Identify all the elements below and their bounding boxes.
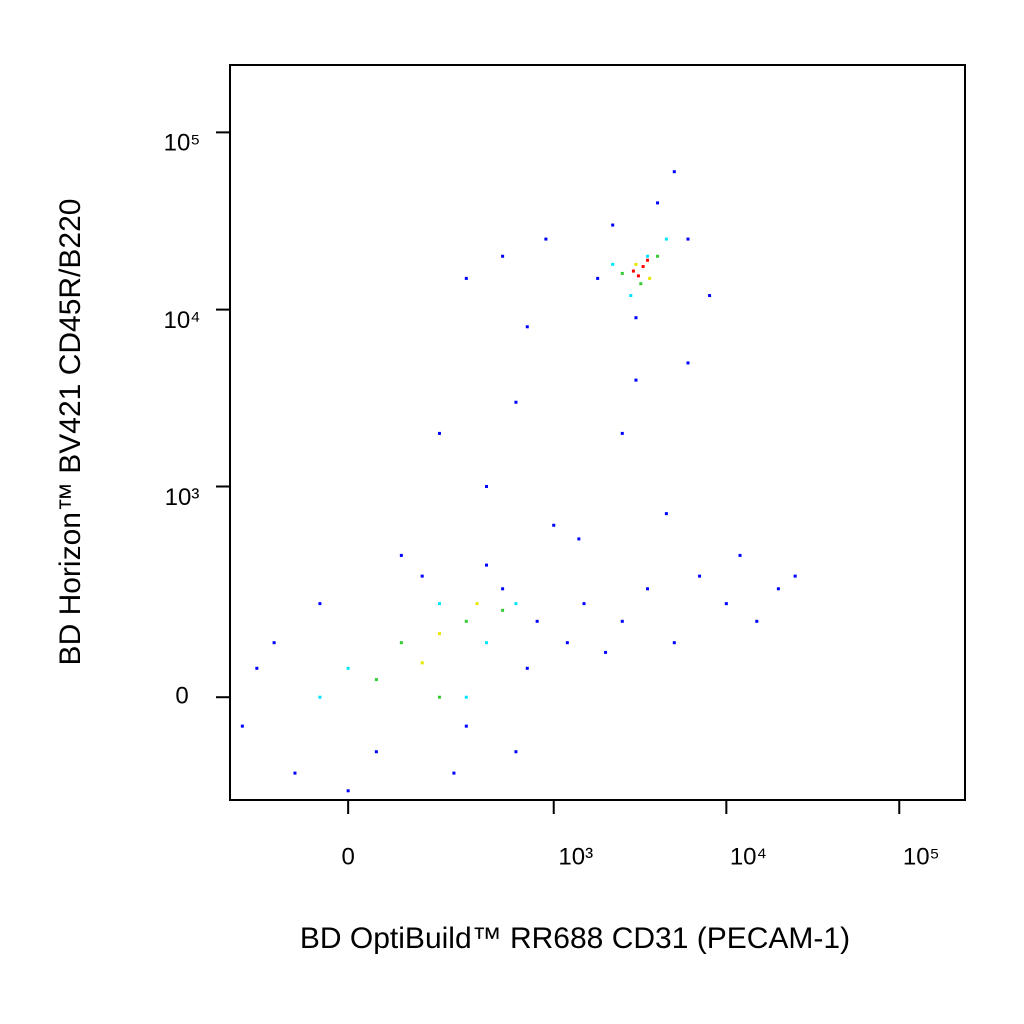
data-point: [738, 553, 742, 557]
data-point: [272, 641, 276, 645]
data-point: [631, 269, 635, 273]
data-point: [437, 431, 441, 435]
y-tick-label: 10⁵: [164, 130, 201, 157]
data-point: [464, 695, 468, 699]
data-point: [485, 563, 489, 567]
data-point: [525, 666, 529, 670]
y-tick-label: 10³: [165, 484, 200, 511]
data-point: [293, 771, 297, 775]
data-point: [634, 378, 638, 382]
data-point: [604, 650, 608, 654]
data-point: [656, 254, 660, 258]
data-point: [596, 276, 600, 280]
data-point: [437, 602, 441, 606]
data-point: [514, 400, 518, 404]
data-point: [755, 619, 759, 623]
data-point: [776, 587, 780, 591]
data-point: [708, 294, 712, 298]
data-point: [318, 602, 322, 606]
data-point: [664, 237, 668, 241]
data-point: [724, 602, 728, 606]
data-point: [501, 587, 505, 591]
data-point: [485, 485, 489, 489]
y-axis-title: BD Horizon™ BV421 CD45R/B220: [54, 199, 87, 666]
data-point: [514, 750, 518, 754]
data-point: [698, 574, 702, 578]
data-point: [646, 254, 650, 258]
data-point: [544, 237, 548, 241]
data-point: [686, 361, 690, 365]
data-point: [464, 724, 468, 728]
x-tick-label: 10⁴: [730, 843, 767, 870]
data-point: [793, 574, 797, 578]
data-point: [255, 666, 259, 670]
data-point: [437, 695, 441, 699]
data-point: [399, 641, 403, 645]
data-point: [514, 602, 518, 606]
data-point: [374, 678, 378, 682]
data-point: [501, 608, 505, 612]
x-tick-label: 0: [341, 843, 354, 870]
data-point: [452, 771, 456, 775]
data-point: [656, 201, 660, 205]
data-point: [672, 641, 676, 645]
data-point: [636, 274, 640, 278]
data-point: [420, 574, 424, 578]
data-point: [240, 724, 244, 728]
x-tick-label: 10³: [558, 843, 593, 870]
y-tick-label: 0: [175, 683, 188, 710]
data-point: [565, 641, 569, 645]
data-point: [420, 661, 424, 665]
data-point: [639, 282, 643, 286]
data-point: [525, 325, 529, 329]
data-point: [552, 523, 556, 527]
data-point: [672, 170, 676, 174]
data-point: [686, 237, 690, 241]
data-point: [399, 553, 403, 557]
data-point: [641, 265, 645, 269]
x-axis-title: BD OptiBuild™ RR688 CD31 (PECAM-1): [300, 922, 850, 955]
data-point: [485, 641, 489, 645]
data-point: [535, 619, 539, 623]
y-tick-label: 10⁴: [163, 307, 200, 334]
data-point: [475, 602, 479, 606]
data-point: [634, 262, 638, 266]
data-point: [611, 223, 615, 227]
data-point: [374, 750, 378, 754]
data-point: [346, 789, 350, 793]
data-point: [464, 619, 468, 623]
data-point: [664, 512, 668, 516]
data-point: [577, 537, 581, 541]
data-point: [611, 262, 615, 266]
x-tick-label: 10⁵: [903, 843, 940, 870]
data-point: [346, 666, 350, 670]
data-point: [620, 431, 624, 435]
plot-frame: [229, 64, 966, 801]
data-point: [501, 254, 505, 258]
data-point: [634, 316, 638, 320]
data-point: [646, 258, 650, 262]
data-point: [620, 271, 624, 275]
data-point: [437, 632, 441, 636]
data-point: [318, 695, 322, 699]
data-point: [648, 276, 652, 280]
data-point: [646, 587, 650, 591]
data-point: [464, 276, 468, 280]
data-point: [620, 619, 624, 623]
data-point: [629, 294, 633, 298]
data-point: [582, 602, 586, 606]
